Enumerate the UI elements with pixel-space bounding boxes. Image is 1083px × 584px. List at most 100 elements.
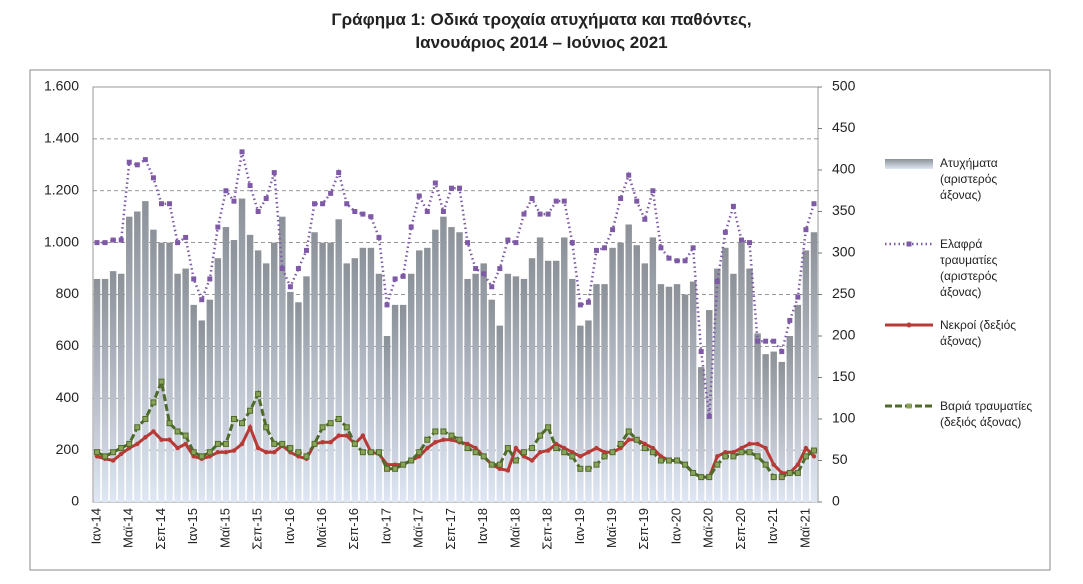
- point: [376, 234, 382, 240]
- y-tick-label: 1.400: [44, 130, 79, 146]
- legend-marker: [906, 403, 912, 409]
- point: [360, 211, 366, 217]
- point: [585, 299, 591, 305]
- point: [617, 440, 624, 447]
- point: [746, 449, 753, 456]
- bar: [609, 247, 616, 502]
- point: [239, 420, 246, 427]
- point: [303, 453, 310, 460]
- point: [207, 276, 213, 282]
- bar: [504, 273, 512, 502]
- point: [110, 449, 117, 456]
- point: [343, 424, 350, 431]
- x-tick-label: Ιαν-21: [765, 508, 780, 544]
- point: [222, 440, 229, 447]
- point: [512, 457, 519, 464]
- point: [650, 188, 656, 194]
- point: [416, 449, 423, 456]
- point: [328, 440, 333, 445]
- bar: [810, 232, 818, 502]
- bar: [561, 237, 568, 502]
- bar: [327, 242, 334, 502]
- point: [602, 450, 607, 455]
- point: [351, 440, 358, 447]
- bar: [440, 216, 447, 502]
- bar: [480, 263, 487, 502]
- point: [279, 440, 286, 447]
- bar: [601, 284, 608, 502]
- point: [110, 458, 116, 463]
- point: [288, 450, 293, 455]
- point: [569, 240, 575, 246]
- x-tick-label: Μαϊ-15: [217, 508, 232, 548]
- point: [802, 453, 809, 460]
- bar: [641, 263, 649, 502]
- chart-title: Γράφημα 1: Οδικά τροχαία ατυχήματα και π…: [331, 10, 752, 29]
- point: [320, 440, 325, 445]
- point: [633, 436, 640, 443]
- chart-frame: [29, 69, 1051, 571]
- point: [682, 461, 689, 468]
- point: [118, 445, 125, 452]
- point: [577, 465, 584, 472]
- point: [561, 198, 567, 204]
- point: [754, 453, 761, 460]
- point: [674, 457, 681, 464]
- bar: [134, 211, 141, 502]
- bar: [262, 263, 270, 502]
- bar: [166, 242, 173, 502]
- point: [441, 437, 446, 442]
- bar: [617, 242, 624, 502]
- point: [312, 201, 318, 207]
- point: [255, 391, 262, 398]
- legend-label: Βαριά τραυματίες (δεξιός άξονας): [940, 399, 1033, 429]
- bar: [246, 234, 254, 502]
- bar: [222, 227, 230, 502]
- point: [762, 461, 769, 468]
- bar: [375, 273, 383, 502]
- point: [642, 216, 648, 222]
- bar: [158, 242, 165, 502]
- point: [424, 209, 430, 214]
- point: [537, 432, 544, 439]
- y-tick-label: 1.600: [44, 78, 79, 94]
- point: [199, 297, 205, 303]
- point: [432, 180, 438, 186]
- bar: [182, 268, 189, 502]
- point: [626, 172, 632, 178]
- point: [738, 449, 745, 456]
- point: [529, 196, 535, 202]
- bar: [794, 304, 802, 502]
- point: [625, 428, 632, 435]
- bar: [496, 325, 504, 502]
- point: [247, 183, 253, 189]
- point: [247, 407, 254, 414]
- point: [706, 413, 712, 419]
- point: [714, 461, 721, 468]
- point: [166, 420, 173, 427]
- x-tick-label: Μαϊ-16: [314, 508, 329, 548]
- point: [174, 428, 181, 435]
- point: [649, 449, 656, 456]
- bar: [117, 273, 125, 502]
- point: [537, 450, 543, 455]
- point: [811, 201, 817, 207]
- point: [505, 468, 511, 473]
- point: [367, 449, 374, 456]
- point: [231, 198, 237, 204]
- x-tick-label: Μαϊ-14: [121, 508, 136, 548]
- point: [311, 440, 318, 447]
- series-line: [97, 151, 816, 417]
- y2-tick-label: 200: [832, 327, 856, 343]
- point: [127, 445, 132, 451]
- bar: [367, 247, 375, 502]
- point: [94, 240, 100, 246]
- point: [690, 245, 696, 251]
- point: [368, 214, 374, 220]
- point: [803, 227, 809, 233]
- y-tick-label: 1.000: [44, 233, 79, 249]
- bar: [287, 291, 294, 502]
- point: [150, 399, 157, 406]
- point: [400, 461, 407, 468]
